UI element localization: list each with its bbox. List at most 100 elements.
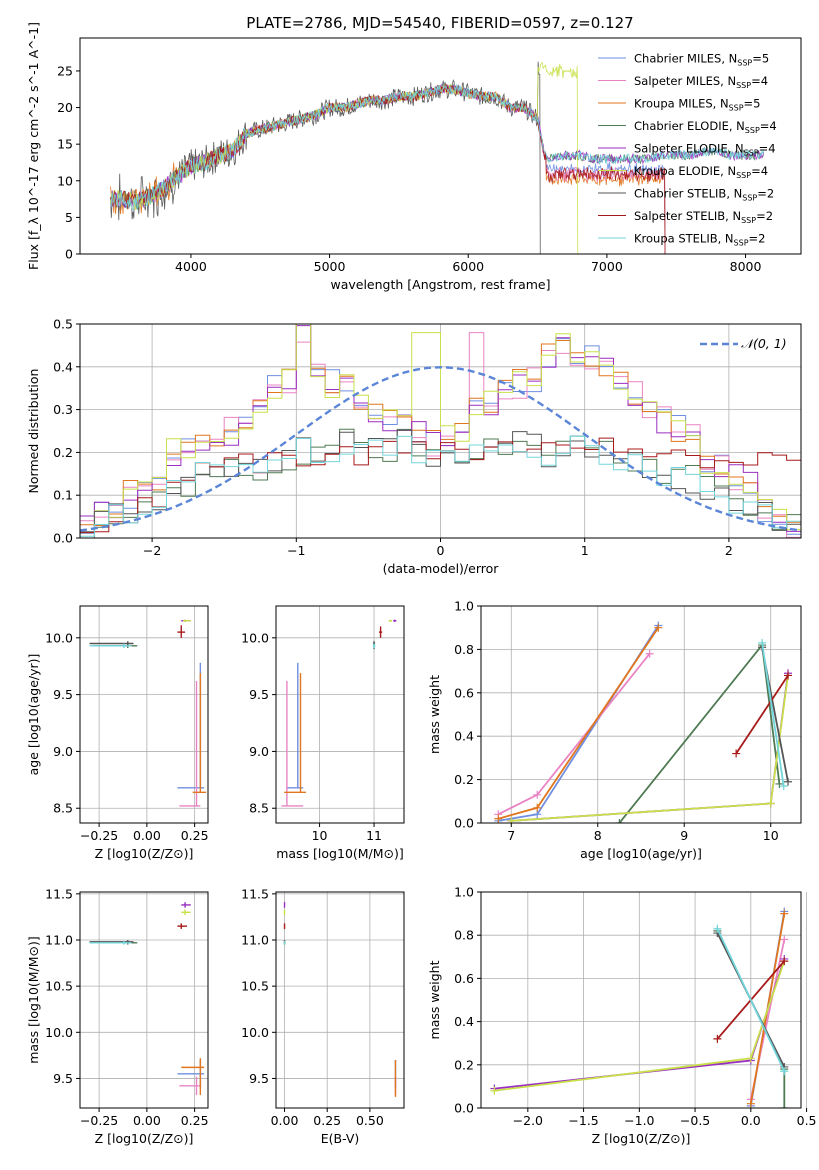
histogram-step (80, 325, 801, 532)
y-tick-label: 20 (57, 100, 73, 115)
legend-entry: Salpeter MILES, NSSP=4 (634, 74, 768, 90)
plot-area-residuals (80, 324, 801, 538)
plot-area-massweight-vs-age (494, 621, 793, 823)
data-point (183, 619, 191, 622)
x-tick-label: 0 (437, 543, 445, 558)
x-tick-label: 7000 (591, 259, 623, 274)
x-tick-label: −0.25 (80, 1113, 118, 1128)
weight-marker (507, 816, 516, 823)
y-tick-label: 5 (65, 210, 73, 225)
y-tick-label: 11.0 (241, 933, 269, 948)
figure-title: PLATE=2786, MJD=54540, FIBERID=0597, z=0… (246, 14, 633, 32)
y-axis-label: Normed distribution (26, 369, 41, 494)
axes-frame (275, 605, 405, 824)
y-tick-label: 9.5 (53, 687, 73, 702)
spectrum-line (110, 83, 666, 254)
data-point (393, 619, 397, 622)
legend-entry: Kroupa STELIB, NSSP=2 (634, 232, 765, 248)
plot-area-age-vs-mass (281, 619, 397, 807)
y-tick-label: 0.6 (454, 685, 474, 700)
x-tick-label: −2.0 (513, 1113, 543, 1128)
weight-marker (490, 1086, 499, 1095)
axes-frame (480, 891, 802, 1109)
data-point (89, 641, 134, 646)
weight-line (511, 675, 789, 822)
x-tick-label: 0.5 (797, 1113, 817, 1128)
weight-marker (746, 1099, 755, 1108)
x-axis-label: E(B-V) (321, 1131, 360, 1146)
weight-marker (645, 649, 654, 658)
y-axis-label: mass weight (427, 960, 442, 1039)
y-tick-label: 25 (57, 63, 73, 78)
y-tick-label: 0.0 (53, 531, 73, 546)
data-point (378, 626, 383, 638)
axes-frame (480, 605, 802, 824)
y-tick-label: 10.0 (241, 630, 269, 645)
y-axis-label: mass [log10(M/M⊙)] (26, 936, 41, 1064)
x-axis-label: Z [log10(Z/Z⊙)] (95, 1131, 194, 1146)
x-tick-label: −1.5 (568, 1113, 598, 1128)
y-tick-label: 11.0 (45, 933, 73, 948)
x-axis-label: wavelength [Angstrom, rest frame] (330, 277, 550, 292)
legend-entry: Salpeter STELIB, NSSP=2 (634, 209, 773, 225)
y-tick-label: 0.1 (53, 488, 73, 503)
data-point (89, 940, 132, 945)
y-tick-label: 10.5 (45, 979, 73, 994)
y-tick-label: 9.5 (249, 1071, 269, 1086)
axes-frame (79, 605, 209, 824)
legend-entry: Chabrier STELIB, NSSP=2 (634, 187, 774, 203)
weight-marker (713, 1034, 722, 1043)
weight-marker (746, 1054, 755, 1063)
y-tick-label: 9.0 (249, 744, 269, 759)
axes-frame (275, 891, 405, 1109)
weight-line (511, 673, 789, 822)
x-tick-label: 1 (581, 543, 589, 558)
weight-line (498, 627, 660, 820)
x-tick-label: 0.00 (133, 1113, 161, 1128)
plot-area-mass-vs-EBV (283, 902, 397, 1097)
axes-mass-vs-Z: −0.25 0.00 0.25 9.5 10.0 10.5 11.0 11.5 Z [log10… (26, 886, 209, 1146)
y-tick-label: 0.4 (53, 359, 73, 374)
axes-mass-vs-EBV: 0.00 0.25 0.50 9.5 10.0 10.5 11.0 11.5 E(B-V) (241, 886, 405, 1146)
x-tick-label: 0.0 (741, 1113, 761, 1128)
x-tick-label: −0.5 (680, 1113, 710, 1128)
weight-line (735, 674, 789, 755)
weight-marker (775, 779, 784, 788)
x-axis-label: Z [log10(Z/Z⊙)] (95, 846, 194, 861)
data-point (281, 680, 304, 807)
data-point (177, 923, 187, 929)
axes-age-vs-Z: −0.25 0.00 0.25 8.5 9.0 9.5 10.0 Z [log10(Z/Z⊙)… (26, 605, 209, 861)
data-point (179, 680, 201, 807)
x-tick-label: 10 (763, 828, 779, 843)
data-point (284, 673, 306, 794)
weight-line (498, 625, 660, 822)
histogram-step (80, 324, 801, 533)
data-point (89, 643, 132, 649)
plot-area-mass-vs-Z (89, 902, 205, 1096)
y-tick-label: 1.0 (454, 885, 474, 900)
legend-entry: Chabrier MILES, NSSP=5 (634, 52, 769, 68)
weight-marker (615, 819, 624, 823)
data-point (177, 625, 186, 638)
x-tick-label: 6000 (452, 259, 484, 274)
y-tick-label: 11.5 (45, 886, 73, 901)
x-tick-label: −0.25 (80, 828, 118, 843)
y-tick-label: 0.4 (454, 729, 474, 744)
x-axis-label: Z [log10(Z/Z⊙)] (592, 1131, 691, 1146)
y-tick-label: 1.0 (454, 599, 474, 614)
x-tick-label: −2 (143, 543, 161, 558)
spectrum-line (110, 83, 666, 254)
x-axis-label: (data-model)/error (383, 561, 500, 576)
y-tick-label: 0.0 (454, 1101, 474, 1116)
x-tick-label: 7 (507, 828, 515, 843)
y-tick-label: 0.2 (454, 1057, 474, 1072)
y-tick-label: 8.5 (249, 801, 269, 816)
x-tick-label: 0.00 (133, 828, 161, 843)
axes-massweight-vs-age: 7 8 9 10 0.0 0.2 0.4 0.6 0.8 1.0 age [log10(age/yr… (427, 599, 802, 861)
axes-massweight-vs-Z: −2.0 −1.5 −1.0 −0.5 0.0 0.5 0.0 0.2 0.4 0.6 0.8 1.0… (427, 885, 817, 1147)
weight-marker (780, 1104, 789, 1108)
data-point (181, 1058, 205, 1096)
y-tick-label: 15 (57, 137, 73, 152)
legend-entry: Salpeter ELODIE, NSSP=4 (634, 142, 776, 158)
